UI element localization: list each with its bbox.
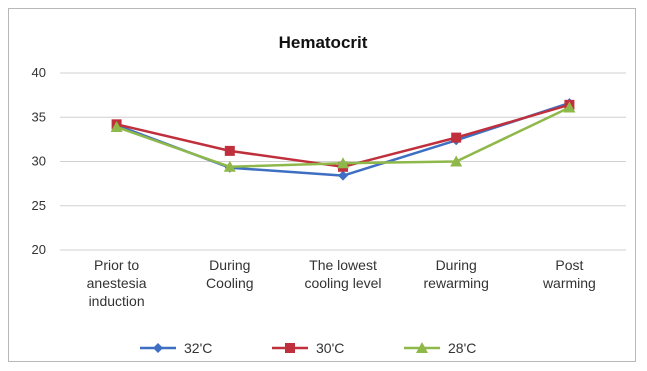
- data-point: [338, 170, 348, 181]
- x-category-label-line: anestesia: [87, 275, 147, 291]
- chart-title: Hematocrit: [279, 33, 368, 52]
- x-category-label: During Cooling: [206, 257, 253, 291]
- y-axis-tick-labels: 20 25 30 35 40: [32, 65, 46, 257]
- data-point: [450, 155, 463, 167]
- legend-swatch-marker: [416, 342, 428, 353]
- x-category-label-line: cooling level: [304, 275, 381, 291]
- data-point: [224, 145, 235, 156]
- legend-swatch-marker: [153, 343, 163, 353]
- data-point: [563, 101, 576, 113]
- series-2: [110, 101, 576, 172]
- x-category-label: During rewarming: [424, 257, 489, 291]
- x-category-label-line: Prior to: [94, 257, 139, 273]
- y-tick-label: 35: [32, 109, 46, 124]
- x-category-label-line: Post: [555, 257, 583, 273]
- y-tick-label: 30: [32, 154, 46, 169]
- x-category-label-line: Cooling: [206, 275, 253, 291]
- legend-entry: 32'C: [140, 340, 212, 356]
- x-category-label: The lowest cooling level: [304, 257, 381, 291]
- gridlines: [60, 72, 626, 251]
- legend-label: 32'C: [184, 340, 212, 356]
- series-lines: [110, 98, 576, 181]
- y-tick-label: 40: [32, 65, 46, 80]
- legend-entry: 28'C: [404, 340, 476, 356]
- x-category-label-line: During: [436, 257, 477, 273]
- legend-entry: 30'C: [272, 340, 344, 356]
- legend: 32'C 30'C 28'C: [140, 340, 476, 356]
- data-point: [223, 160, 236, 172]
- x-category-label-line: During: [209, 257, 250, 273]
- x-category-label-line: The lowest: [309, 257, 377, 273]
- x-category-label-line: rewarming: [424, 275, 489, 291]
- y-tick-label: 20: [32, 242, 46, 257]
- legend-label: 30'C: [316, 340, 344, 356]
- x-category-label-line: warming: [542, 275, 596, 291]
- x-category-label: Post warming: [542, 257, 596, 291]
- data-point: [451, 132, 462, 143]
- x-category-label-line: induction: [89, 293, 145, 309]
- data-point: [110, 120, 123, 132]
- legend-label: 28'C: [448, 340, 476, 356]
- x-axis-category-labels: Prior to anestesia induction During Cooling T…: [87, 257, 596, 309]
- chart-frame: [8, 8, 636, 362]
- data-point: [337, 157, 349, 169]
- legend-swatch-marker: [285, 343, 295, 353]
- y-tick-label: 25: [32, 198, 46, 213]
- x-category-label: Prior to anestesia induction: [87, 257, 147, 309]
